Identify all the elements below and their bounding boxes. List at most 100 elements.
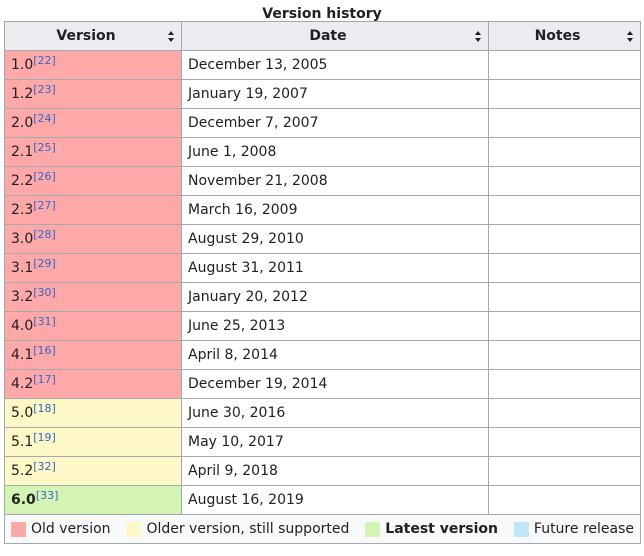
version-cell: 5.1[19] bbox=[4, 427, 182, 457]
version-number: 1.0 bbox=[11, 57, 34, 73]
reference-link[interactable]: [30] bbox=[33, 286, 56, 299]
reference-link[interactable]: [17] bbox=[33, 373, 56, 386]
release-date-cell: August 29, 2010 bbox=[181, 224, 489, 254]
version-cell: 2.1[25] bbox=[4, 137, 182, 167]
table-row: 3.1[29] August 31, 2011 bbox=[4, 253, 641, 283]
release-date-cell: April 9, 2018 bbox=[181, 456, 489, 486]
version-number: 4.2 bbox=[11, 376, 34, 392]
table-row: 5.1[19] May 10, 2017 bbox=[4, 427, 641, 457]
legend-item: Latest version bbox=[365, 521, 498, 537]
release-date-cell: November 21, 2008 bbox=[181, 166, 489, 196]
reference-link[interactable]: [23] bbox=[33, 83, 56, 96]
reference-link[interactable]: [29] bbox=[33, 257, 56, 270]
table-row: 2.1[25] June 1, 2008 bbox=[4, 137, 641, 167]
notes-cell bbox=[488, 79, 641, 109]
version-number: 2.1 bbox=[11, 144, 34, 160]
legend-swatch bbox=[513, 521, 529, 537]
table-row: 2.3[27] March 16, 2009 bbox=[4, 195, 641, 225]
reference-link[interactable]: [25] bbox=[33, 141, 56, 154]
notes-cell bbox=[488, 224, 641, 254]
version-cell: 1.2[23] bbox=[4, 79, 182, 109]
version-number: 1.2 bbox=[11, 86, 34, 102]
version-cell: 6.0[33] bbox=[4, 485, 182, 515]
release-date-cell: June 1, 2008 bbox=[181, 137, 489, 167]
version-cell: 3.1[29] bbox=[4, 253, 182, 283]
release-date-cell: December 13, 2005 bbox=[181, 50, 489, 80]
header-row: Version Date Notes bbox=[4, 21, 641, 51]
notes-cell bbox=[488, 253, 641, 283]
notes-cell bbox=[488, 311, 641, 341]
version-number: 4.1 bbox=[11, 347, 34, 363]
release-date-cell: December 7, 2007 bbox=[181, 108, 489, 138]
release-date-cell: January 20, 2012 bbox=[181, 282, 489, 312]
release-date-cell: August 31, 2011 bbox=[181, 253, 489, 283]
column-label: Date bbox=[309, 28, 347, 44]
reference-link[interactable]: [19] bbox=[33, 431, 56, 444]
version-number: 5.1 bbox=[11, 434, 34, 450]
reference-link[interactable]: [31] bbox=[33, 315, 56, 328]
notes-cell bbox=[488, 50, 641, 80]
release-date-cell: August 16, 2019 bbox=[181, 485, 489, 515]
version-column-header[interactable]: Version bbox=[4, 21, 182, 51]
table-row: 2.2[26] November 21, 2008 bbox=[4, 166, 641, 196]
version-cell: 2.2[26] bbox=[4, 166, 182, 196]
legend-label: Latest version bbox=[385, 521, 498, 537]
version-number: 4.0 bbox=[11, 318, 34, 334]
table-caption: Version history bbox=[262, 6, 382, 22]
version-cell: 2.0[24] bbox=[4, 108, 182, 138]
sort-icon[interactable] bbox=[627, 31, 634, 42]
table-row: 5.0[18] June 30, 2016 bbox=[4, 398, 641, 428]
date-column-header[interactable]: Date bbox=[181, 21, 489, 51]
version-number: 3.0 bbox=[11, 231, 34, 247]
legend-swatch bbox=[126, 521, 142, 537]
legend-item: Older version, still supported bbox=[126, 521, 349, 537]
reference-link[interactable]: [18] bbox=[33, 402, 56, 415]
version-number: 3.1 bbox=[11, 260, 34, 276]
version-history-table: Version Date Notes 1.0[22] December 13, 2… bbox=[4, 21, 641, 544]
sort-icon[interactable] bbox=[168, 31, 175, 42]
version-cell: 2.3[27] bbox=[4, 195, 182, 225]
reference-link[interactable]: [26] bbox=[33, 170, 56, 183]
release-date-cell: April 8, 2014 bbox=[181, 340, 489, 370]
release-date-cell: June 30, 2016 bbox=[181, 398, 489, 428]
table-row: 4.1[16] April 8, 2014 bbox=[4, 340, 641, 370]
version-cell: 4.2[17] bbox=[4, 369, 182, 399]
notes-cell bbox=[488, 398, 641, 428]
legend-label: Older version, still supported bbox=[146, 521, 350, 537]
reference-link[interactable]: [24] bbox=[33, 112, 56, 125]
legend-swatch bbox=[11, 521, 26, 537]
version-cell: 4.0[31] bbox=[4, 311, 182, 341]
reference-link[interactable]: [28] bbox=[33, 228, 56, 241]
legend-cell: Old version Older version, still supporte… bbox=[4, 514, 641, 544]
reference-link[interactable]: [22] bbox=[33, 54, 56, 67]
table-row: 2.0[24] December 7, 2007 bbox=[4, 108, 641, 138]
notes-cell bbox=[488, 427, 641, 457]
version-cell: 1.0[22] bbox=[4, 50, 182, 80]
notes-column-header[interactable]: Notes bbox=[488, 21, 641, 51]
legend-item: Old version bbox=[11, 521, 111, 537]
reference-link[interactable]: [33] bbox=[35, 489, 59, 502]
notes-cell bbox=[488, 485, 641, 515]
legend-label: Old version bbox=[31, 521, 111, 537]
notes-cell bbox=[488, 456, 641, 486]
reference-link[interactable]: [27] bbox=[33, 199, 56, 212]
table-row: 3.0[28] August 29, 2010 bbox=[4, 224, 641, 254]
sort-icon[interactable] bbox=[475, 31, 482, 42]
release-date-cell: March 16, 2009 bbox=[181, 195, 489, 225]
notes-cell bbox=[488, 137, 641, 167]
legend: Old version Older version, still supporte… bbox=[11, 521, 634, 537]
reference-link[interactable]: [32] bbox=[33, 460, 56, 473]
reference-link[interactable]: [16] bbox=[33, 344, 56, 357]
version-cell: 5.0[18] bbox=[4, 398, 182, 428]
notes-cell bbox=[488, 108, 641, 138]
release-date-cell: December 19, 2014 bbox=[181, 369, 489, 399]
version-cell: 3.2[30] bbox=[4, 282, 182, 312]
notes-cell bbox=[488, 369, 641, 399]
release-date-cell: June 25, 2013 bbox=[181, 311, 489, 341]
version-cell: 4.1[16] bbox=[4, 340, 182, 370]
legend-row: Old version Older version, still supporte… bbox=[4, 514, 641, 544]
table-row: 1.2[23] January 19, 2007 bbox=[4, 79, 641, 109]
version-number: 2.2 bbox=[11, 173, 34, 189]
version-number: 5.2 bbox=[11, 463, 34, 479]
version-number: 5.0 bbox=[11, 405, 34, 421]
